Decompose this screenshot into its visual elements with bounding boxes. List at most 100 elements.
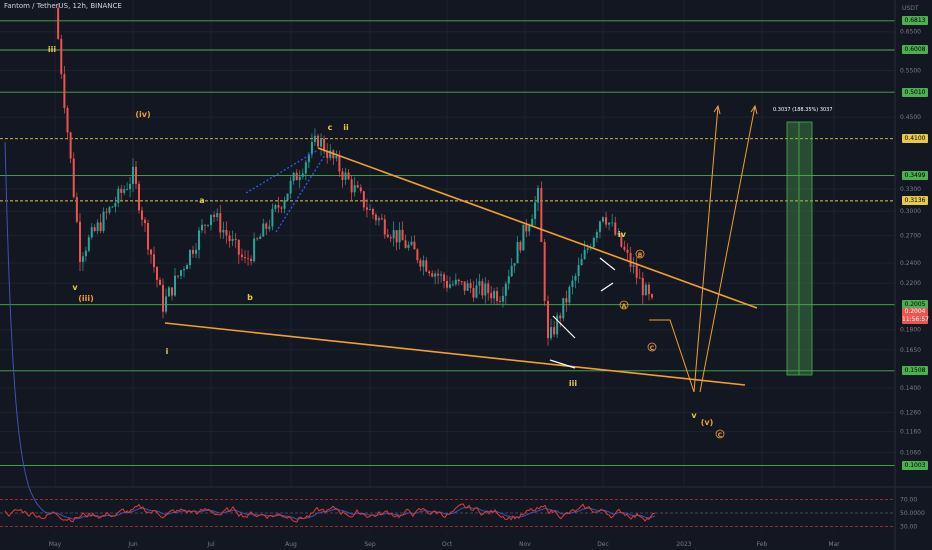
candle-body xyxy=(192,250,194,254)
candle-body xyxy=(247,258,250,260)
candle-body xyxy=(598,221,601,233)
x-tick-label: Aug xyxy=(285,541,297,548)
candle-body xyxy=(250,258,253,262)
candle-body xyxy=(320,138,323,147)
candle-body xyxy=(641,277,644,296)
candle-body xyxy=(201,224,203,231)
candle-body xyxy=(307,154,310,163)
level-price-tag: 0.5010 xyxy=(902,87,928,97)
candle-body xyxy=(265,223,268,229)
candle-body xyxy=(448,284,451,288)
candle-body xyxy=(644,284,647,296)
wave-label: (v) xyxy=(701,418,714,427)
candle-body xyxy=(259,236,262,239)
candlesticks xyxy=(57,2,653,346)
candle-body xyxy=(63,74,66,109)
candle-body xyxy=(383,219,386,235)
candle-body xyxy=(583,249,586,259)
candle-body xyxy=(353,185,356,193)
wave-label: v xyxy=(72,283,78,292)
y-tick-label: 0.6500 xyxy=(900,29,921,36)
candle-body xyxy=(504,283,507,296)
white-wave-2 xyxy=(549,359,576,369)
candle-body xyxy=(81,256,84,262)
candle-body xyxy=(635,265,638,278)
arrow-head-2 xyxy=(750,104,758,115)
candle-body xyxy=(292,172,295,181)
x-tick-label: Feb xyxy=(757,541,768,548)
candle-body xyxy=(329,150,332,158)
candle-body xyxy=(484,283,487,296)
candle-body xyxy=(356,185,359,188)
candle-body xyxy=(256,238,259,240)
wedge-upper-line xyxy=(317,147,758,309)
candle-body xyxy=(595,232,598,238)
candle-body xyxy=(501,295,504,302)
y-tick-label: 0.2200 xyxy=(900,280,921,287)
candle-body xyxy=(57,8,60,39)
candle-body xyxy=(204,224,206,226)
candle-body xyxy=(496,291,499,302)
candle-body xyxy=(141,210,143,220)
white-wave-3 xyxy=(599,257,616,271)
candle-body xyxy=(434,273,437,277)
wedge-lower-line xyxy=(164,322,746,386)
candle-body xyxy=(451,284,454,286)
candle-body xyxy=(159,279,161,286)
wave-label: v xyxy=(691,411,697,420)
candle-body xyxy=(213,214,216,217)
candle-body xyxy=(177,275,179,277)
candle-body xyxy=(407,244,410,248)
y-tick-label: 0.1400 xyxy=(900,385,921,392)
candle-body xyxy=(96,222,99,231)
wave-label: B xyxy=(638,252,643,259)
candle-body xyxy=(638,277,641,279)
candle-body xyxy=(144,219,146,223)
candle-body xyxy=(210,214,212,225)
candle-body xyxy=(99,222,102,232)
candle-body xyxy=(186,265,188,270)
candle-body xyxy=(568,286,571,303)
candle-body xyxy=(289,180,292,194)
candle-body xyxy=(602,217,604,222)
candle-body xyxy=(132,166,134,185)
candle-body xyxy=(577,265,580,276)
candle-body xyxy=(614,222,617,235)
candle-body xyxy=(216,213,219,217)
candle-body xyxy=(475,285,478,298)
candle-body xyxy=(553,327,556,335)
candle-body xyxy=(507,276,510,284)
candle-body xyxy=(84,250,87,257)
candle-body xyxy=(135,166,137,184)
candle-body xyxy=(522,224,525,251)
candle-body xyxy=(237,239,240,255)
candle-body xyxy=(234,238,237,240)
candle-body xyxy=(543,242,546,302)
candle-body xyxy=(428,271,431,274)
candle-body xyxy=(562,298,565,319)
candle-body xyxy=(344,172,347,180)
candle-body xyxy=(222,230,225,233)
y-tick-label: 0.3300 xyxy=(900,186,921,193)
candle-body xyxy=(425,260,428,272)
level-price-tag: 0.3136 xyxy=(902,196,928,206)
horizontal-levels xyxy=(0,20,895,466)
wave-label: A xyxy=(622,303,627,310)
candle-body xyxy=(117,188,120,204)
candle-body xyxy=(225,230,228,236)
candle-body xyxy=(540,187,543,243)
y-tick-label: 0.1160 xyxy=(900,429,921,436)
candle-body xyxy=(90,227,93,238)
wave-label: iii xyxy=(48,45,56,54)
candle-body xyxy=(410,241,413,245)
candle-body xyxy=(510,265,513,277)
candle-body xyxy=(534,202,537,219)
candle-body xyxy=(189,250,191,266)
candle-body xyxy=(295,172,298,181)
candle-body xyxy=(651,294,653,298)
candle-body xyxy=(528,225,531,232)
candle-body xyxy=(123,189,126,193)
candle-body xyxy=(286,193,289,201)
rsi-panel: 70.00 50.0000 30.00 xyxy=(0,142,932,533)
